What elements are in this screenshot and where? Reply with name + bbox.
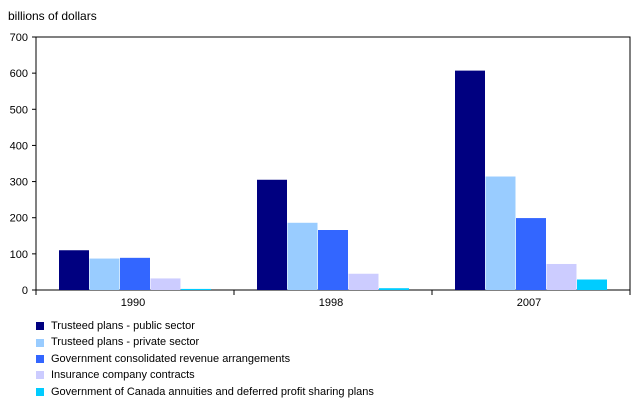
bar-1998-series-3 bbox=[348, 273, 379, 290]
x-tick-label: 2007 bbox=[517, 297, 541, 309]
bar-1990-series-4 bbox=[181, 288, 211, 290]
y-tick-label: 600 bbox=[10, 68, 28, 80]
legend-label: Trusteed plans - private sector bbox=[51, 336, 200, 349]
x-tick-label: 1990 bbox=[121, 297, 145, 309]
legend-swatch bbox=[36, 338, 44, 347]
bar-2007-series-1 bbox=[485, 176, 516, 290]
legend-swatch bbox=[36, 387, 44, 396]
bar-1990-series-1 bbox=[89, 258, 120, 290]
x-tick-label: 1998 bbox=[319, 297, 343, 309]
bar-1990-series-0 bbox=[59, 250, 89, 290]
bar-1998-series-1 bbox=[287, 222, 318, 290]
legend-item: Trusteed plans - public sector bbox=[36, 318, 374, 334]
bar-1998-series-0 bbox=[257, 179, 287, 290]
legend-item: Insurance company contracts bbox=[36, 367, 374, 383]
y-tick-label: 200 bbox=[10, 213, 28, 225]
bar-1998-series-4 bbox=[379, 288, 409, 290]
y-tick-label: 100 bbox=[10, 249, 28, 261]
bar-2007-series-0 bbox=[455, 70, 485, 290]
bar-2007-series-4 bbox=[577, 279, 607, 290]
legend-item: Government of Canada annuities and defer… bbox=[36, 384, 374, 400]
bar-2007-series-2 bbox=[516, 218, 546, 290]
y-tick-label: 700 bbox=[10, 32, 28, 44]
legend-swatch bbox=[36, 371, 44, 380]
bar-1990-series-3 bbox=[150, 278, 181, 290]
y-tick-label: 300 bbox=[10, 177, 28, 189]
bar-2007-series-3 bbox=[546, 263, 577, 290]
y-axis-label: billions of dollars bbox=[8, 9, 97, 23]
legend-item: Government consolidated revenue arrangem… bbox=[36, 351, 374, 367]
legend-label: Insurance company contracts bbox=[51, 369, 195, 382]
legend-label: Trusteed plans - public sector bbox=[51, 320, 195, 332]
legend-swatch bbox=[36, 322, 44, 331]
legend-label: Government of Canada annuities and defer… bbox=[51, 385, 374, 398]
legend-label: Government consolidated revenue arrangem… bbox=[51, 352, 291, 365]
y-tick-label: 500 bbox=[10, 104, 28, 116]
legend-item: Trusteed plans - private sector bbox=[36, 334, 374, 350]
legend: Trusteed plans - public sector Trusteed p… bbox=[36, 318, 374, 400]
legend-swatch bbox=[36, 354, 44, 363]
bar-1998-series-2 bbox=[318, 230, 348, 290]
bar-1990-series-2 bbox=[120, 257, 150, 290]
y-tick-label: 400 bbox=[10, 140, 28, 152]
y-tick-label: 0 bbox=[22, 285, 28, 297]
